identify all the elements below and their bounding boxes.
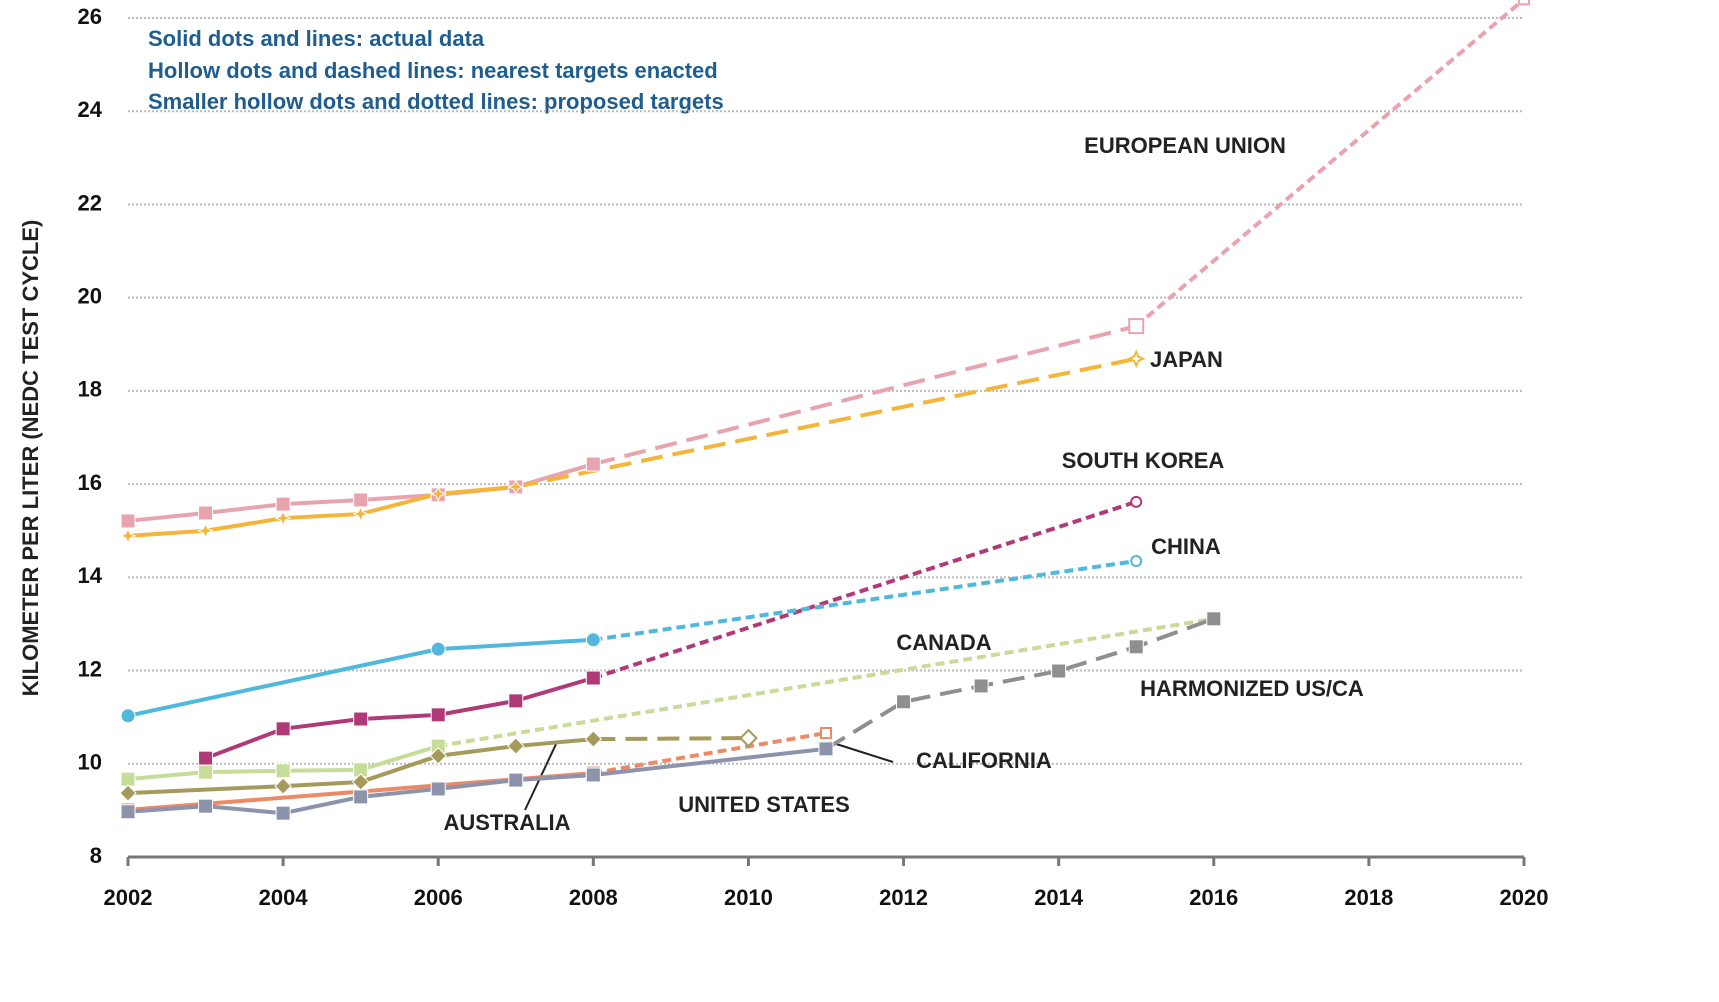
marker [585,767,601,783]
marker [198,798,214,814]
series-line [592,324,1137,467]
marker [198,764,214,780]
marker [820,727,832,740]
marker [585,670,601,686]
marker [1126,349,1146,369]
y-tick-label: 26 [78,4,102,29]
y-tick-label: 24 [78,97,103,122]
marker [351,773,370,791]
marker [429,485,447,503]
marker [353,789,369,805]
marker [585,632,601,648]
x-tick-label: 2016 [1189,885,1238,910]
marker [1206,611,1222,627]
annotation: Smaller hollow dots and dotted lines: pr… [148,89,724,114]
y-tick-label: 16 [78,470,102,495]
marker [120,771,136,787]
marker [896,694,912,710]
marker [120,708,136,724]
marker [1518,0,1530,6]
marker [430,641,446,657]
marker [275,763,291,779]
series-line [437,616,1215,749]
marker [119,527,137,545]
y-tick-label: 22 [78,190,102,215]
marker [1130,555,1143,568]
marker [1128,318,1145,335]
series-label: CALIFORNIA [916,748,1052,773]
y-axis-label: KILOMETER PER LITER (NEDC TEST CYCLE) [18,220,43,697]
series-label: CHINA [1151,534,1221,559]
marker [353,492,369,508]
marker [818,741,834,757]
marker [275,721,291,737]
series-line [127,637,594,718]
marker [429,747,447,765]
marker [120,513,136,529]
marker [507,478,525,496]
marker [585,456,601,472]
marker [119,784,137,802]
series-line [127,746,827,816]
series-line [515,356,1137,489]
y-tick-label: 18 [78,377,102,402]
x-tick-label: 2012 [879,885,928,910]
series-label: SOUTH KOREA [1062,448,1225,473]
marker [430,781,446,797]
marker [508,772,524,788]
series-line [593,736,749,742]
marker [198,505,214,521]
series-line [127,737,594,796]
marker [353,711,369,727]
y-tick-label: 8 [90,843,102,868]
marker [274,509,292,527]
series-line [127,484,516,538]
annotation: Solid dots and lines: actual data [148,26,485,51]
marker [1128,639,1144,655]
callout [829,741,894,763]
x-tick-label: 2004 [259,885,309,910]
marker [197,522,214,539]
y-tick-label: 14 [78,563,103,588]
marker [508,693,524,709]
series-label: EUROPEAN UNION [1084,133,1286,158]
series-line [1134,0,1526,328]
marker [274,777,292,795]
marker [352,505,369,523]
marker [1051,663,1067,679]
series-label: CANADA [896,630,991,655]
series-line [592,731,827,776]
series-line [204,676,594,761]
marker [120,804,136,820]
y-tick-label: 20 [78,283,102,308]
x-tick-label: 2002 [104,885,153,910]
series-label: AUSTRALIA [443,810,570,835]
marker [275,805,291,821]
marker [275,496,291,512]
annotation: Hollow dots and dashed lines: nearest ta… [148,58,718,83]
x-tick-label: 2018 [1344,885,1393,910]
y-tick-label: 10 [78,750,102,775]
series-label: JAPAN [1150,347,1223,372]
x-tick-label: 2020 [1500,885,1549,910]
x-tick-label: 2014 [1034,885,1084,910]
series-line [593,559,1137,642]
series-label: HARMONIZED US/CA [1140,676,1364,701]
series-line [592,499,1137,680]
marker [973,678,989,694]
marker [198,750,214,766]
series-line [824,616,1215,751]
marker [1130,495,1143,508]
series-label: UNITED STATES [678,792,850,817]
x-tick-label: 2006 [414,885,463,910]
marker [507,737,525,755]
y-tick-label: 12 [78,656,102,681]
marker [584,730,603,748]
x-tick-label: 2008 [569,885,618,910]
marker [739,728,758,748]
marker [430,707,446,723]
x-tick-label: 2010 [724,885,773,910]
